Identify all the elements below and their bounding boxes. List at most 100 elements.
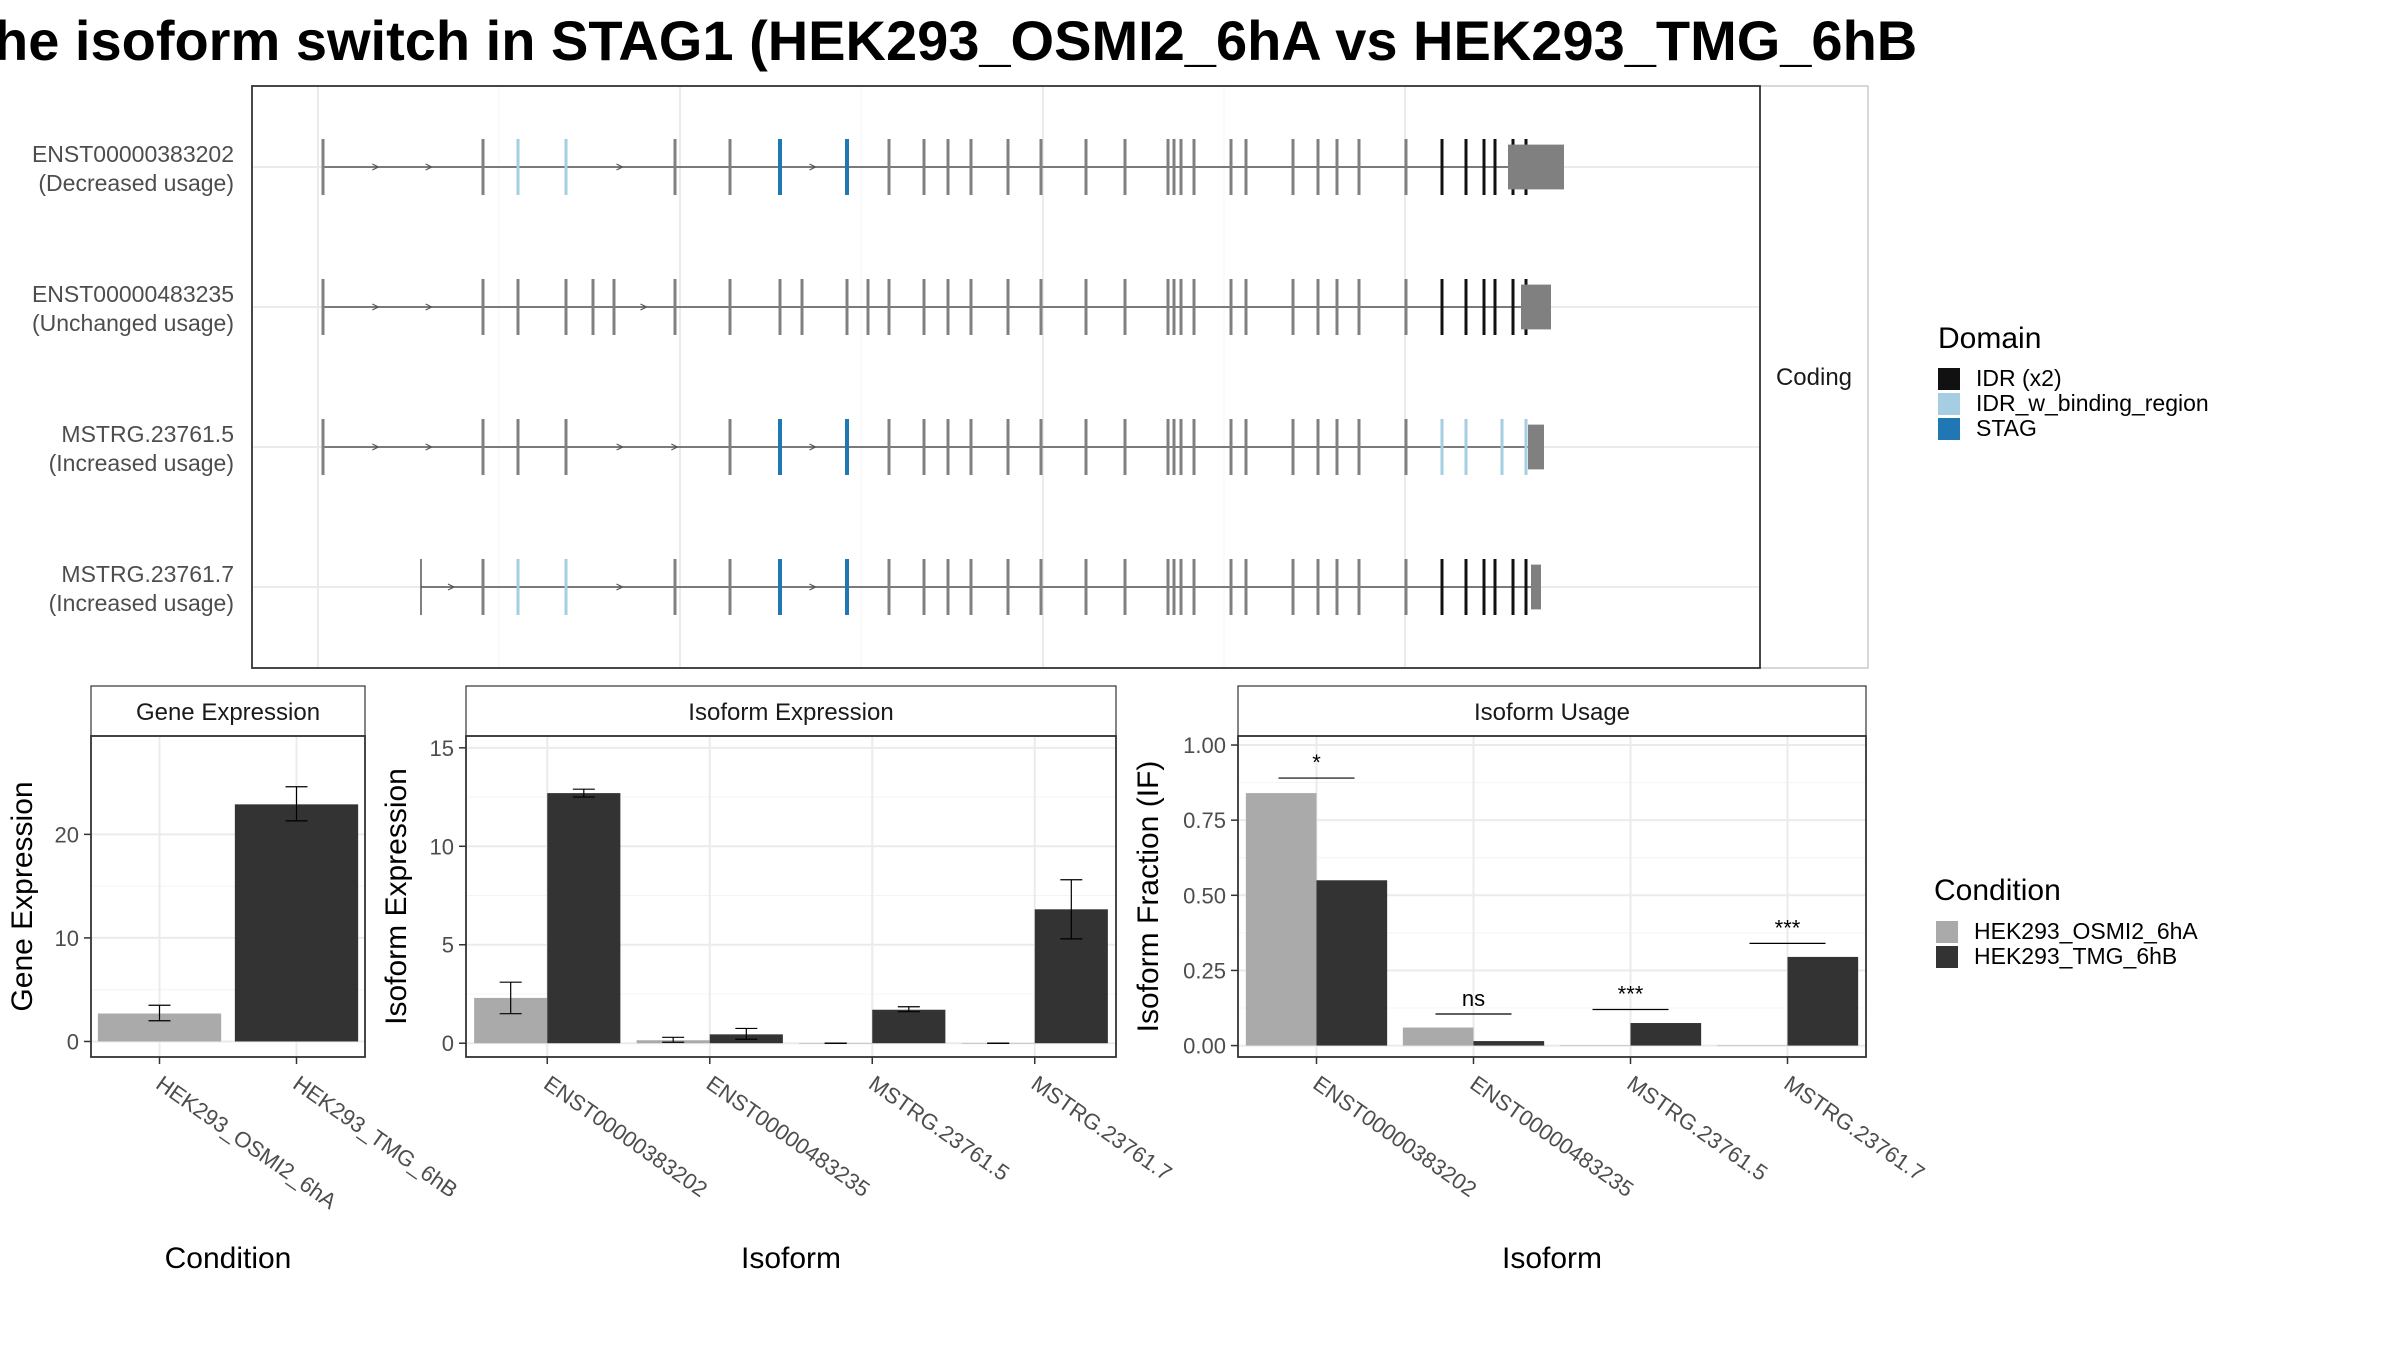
exon xyxy=(481,419,485,475)
domain-exon xyxy=(1511,279,1515,335)
exon xyxy=(1229,139,1233,195)
domain-exon xyxy=(564,139,568,195)
panel-strip xyxy=(465,685,1117,737)
exon xyxy=(1179,139,1183,195)
domain-legend-key xyxy=(1938,393,1960,415)
isoform-expression-panel: Isoform Expression 0 5 10 15 ENST00000383202E… xyxy=(380,685,1176,1275)
exon xyxy=(1192,139,1196,195)
isoform-usage-panel: Isoform Usage * ns *** *** 0.00 0.25 0.50 0.75 1.… xyxy=(1132,685,1929,1275)
exon xyxy=(1006,559,1010,615)
x-axis-title: Condition xyxy=(165,1242,292,1275)
domain-exon xyxy=(1493,279,1497,335)
exon xyxy=(1531,564,1541,610)
exon xyxy=(1316,419,1320,475)
exon xyxy=(1039,139,1043,195)
exon xyxy=(1172,559,1176,615)
domain-exon xyxy=(1524,559,1528,615)
bar xyxy=(1316,880,1388,1046)
significance-label: *** xyxy=(1618,982,1644,1007)
y-axis-title: Gene Expression xyxy=(6,781,39,1011)
transcript-structure-panel: Coding ENST00000383202 (Decreased usage) EN… xyxy=(32,85,1869,669)
strand-arrow xyxy=(809,583,817,591)
exon xyxy=(1508,144,1564,190)
exon xyxy=(1229,559,1233,615)
exon xyxy=(1229,279,1233,335)
exon xyxy=(1316,279,1320,335)
x-axis-title: Isoform xyxy=(1502,1242,1602,1275)
strand-arrow xyxy=(425,303,434,311)
exon xyxy=(1291,419,1295,475)
exon xyxy=(1179,419,1183,475)
domain-exon xyxy=(778,419,782,475)
exon xyxy=(1123,419,1127,475)
exon xyxy=(1172,419,1176,475)
y-axis-title: Isoform Expression xyxy=(380,768,413,1025)
exon xyxy=(1166,559,1170,615)
exon xyxy=(481,279,485,335)
exon xyxy=(1172,279,1176,335)
exon xyxy=(1192,279,1196,335)
domain-exon xyxy=(845,139,849,195)
exon xyxy=(1357,279,1361,335)
x-tick-label: ENST00000383202 xyxy=(1309,1071,1482,1202)
exon xyxy=(481,559,485,615)
domain-exon xyxy=(778,559,782,615)
strand-arrow xyxy=(616,163,624,171)
domain-exon xyxy=(1464,419,1468,475)
exon xyxy=(1039,279,1043,335)
exon xyxy=(728,559,732,615)
exon xyxy=(1244,279,1248,335)
condition-legend-key xyxy=(1936,921,1958,943)
exon xyxy=(612,279,616,335)
x-tick-label: ENST00000383202 xyxy=(539,1071,712,1202)
exon xyxy=(1357,559,1361,615)
bar xyxy=(1630,1023,1702,1046)
exon xyxy=(1404,419,1408,475)
exon xyxy=(969,279,973,335)
domain-exon xyxy=(1493,139,1497,195)
exon xyxy=(887,139,891,195)
exon xyxy=(1528,424,1544,470)
domain-exon xyxy=(1482,559,1486,615)
exon xyxy=(321,139,325,195)
exon xyxy=(1166,419,1170,475)
strand-arrow xyxy=(616,583,624,591)
strand-arrow xyxy=(425,443,434,451)
domain-exon xyxy=(1440,419,1444,475)
exon xyxy=(516,279,520,335)
exon xyxy=(1006,279,1010,335)
strand-arrow xyxy=(447,583,456,591)
panel-strip-label: Isoform Usage xyxy=(1474,699,1630,726)
exon xyxy=(1229,419,1233,475)
exon xyxy=(969,559,973,615)
exon xyxy=(800,279,804,335)
exon xyxy=(1123,279,1127,335)
y-tick-label: 0.50 xyxy=(1183,883,1226,908)
strand-arrow xyxy=(809,163,817,171)
bar xyxy=(1245,793,1317,1046)
exon xyxy=(1316,139,1320,195)
y-tick-label: 0.75 xyxy=(1183,808,1226,833)
plot-border xyxy=(465,735,1117,1058)
exon xyxy=(1335,559,1339,615)
domain-legend-key xyxy=(1938,368,1960,390)
strand-arrow xyxy=(372,163,380,171)
exon xyxy=(887,559,891,615)
exon xyxy=(1123,559,1127,615)
exon xyxy=(1192,559,1196,615)
domain-exon xyxy=(516,139,520,195)
exon xyxy=(481,139,485,195)
transcript-id-label: MSTRG.23761.7 xyxy=(61,561,234,587)
exon xyxy=(922,419,926,475)
transcript-id-label: MSTRG.23761.5 xyxy=(61,421,234,447)
exon xyxy=(946,419,950,475)
exon xyxy=(1291,139,1295,195)
facet-strip xyxy=(1759,85,1869,669)
domain-exon xyxy=(845,419,849,475)
domain-exon xyxy=(516,559,520,615)
exon xyxy=(1084,139,1088,195)
exon xyxy=(887,279,891,335)
plot-border xyxy=(251,85,1761,669)
domain-exon xyxy=(1511,559,1515,615)
